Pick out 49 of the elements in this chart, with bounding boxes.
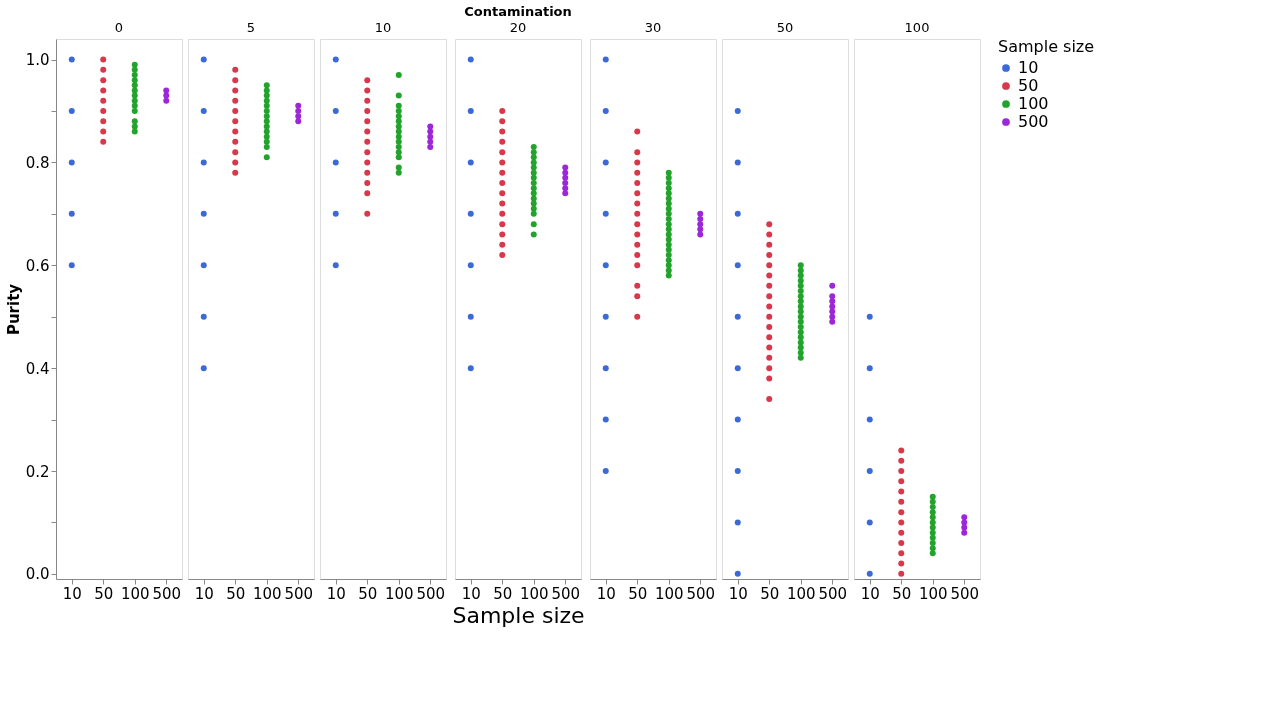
x-tick-label: 500: [551, 584, 581, 603]
legend-label: 500: [1018, 112, 1049, 131]
legend-label: 100: [1018, 94, 1049, 113]
x-tick-label: 10: [461, 584, 481, 603]
chart-title: 50: [776, 20, 794, 35]
chart-title: 5: [246, 20, 256, 35]
x-tick-label: 50: [94, 584, 114, 603]
y-tick-label: 0.0: [25, 565, 50, 584]
x-tick-label: 100: [120, 584, 150, 603]
x-tick-label: 50: [628, 584, 648, 603]
chart-title: 30: [644, 20, 662, 35]
y-tick-label: 0.6: [25, 256, 50, 275]
x-tick-label: 10: [326, 584, 346, 603]
x-tick-label: 100: [519, 584, 549, 603]
x-tick-label: 100: [384, 584, 414, 603]
x-tick-label: 500: [686, 584, 716, 603]
x-tick-label: 500: [818, 584, 848, 603]
x-axis-title: Sample size: [452, 602, 585, 628]
x-tick-label: 10: [62, 584, 82, 603]
x-tick-label: 50: [493, 584, 513, 603]
x-tick-label: 500: [152, 584, 182, 603]
chart-title: 100: [904, 20, 930, 35]
x-tick-label: 10: [728, 584, 748, 603]
y-tick-label: 0.2: [25, 462, 50, 481]
y-tick-label: 0.4: [25, 359, 50, 378]
x-tick-label: 500: [416, 584, 446, 603]
chart-title: 20: [509, 20, 527, 35]
legend-label: 10: [1018, 58, 1039, 77]
x-tick-label: 10: [860, 584, 880, 603]
x-tick-label: 50: [226, 584, 246, 603]
y-tick-label: 1.0: [25, 51, 50, 70]
x-tick-label: 10: [596, 584, 616, 603]
x-tick-label: 500: [284, 584, 314, 603]
x-tick-label: 10: [194, 584, 214, 603]
legend-label: 50: [1018, 76, 1039, 95]
x-tick-label: 100: [786, 584, 816, 603]
x-tick-label: 50: [892, 584, 912, 603]
x-tick-label: 50: [760, 584, 780, 603]
x-tick-label: 50: [358, 584, 378, 603]
text: Contamination: [464, 4, 572, 19]
chart-title: 0: [114, 20, 124, 35]
legend-title: Sample size: [998, 37, 1095, 56]
x-tick-label: 100: [918, 584, 948, 603]
x-tick-label: 100: [252, 584, 282, 603]
y-tick-label: 0.8: [25, 153, 50, 172]
x-tick-label: 100: [654, 584, 684, 603]
chart-title: 10: [374, 20, 392, 35]
y-axis-title: Purity: [4, 283, 23, 336]
x-tick-label: 500: [950, 584, 980, 603]
